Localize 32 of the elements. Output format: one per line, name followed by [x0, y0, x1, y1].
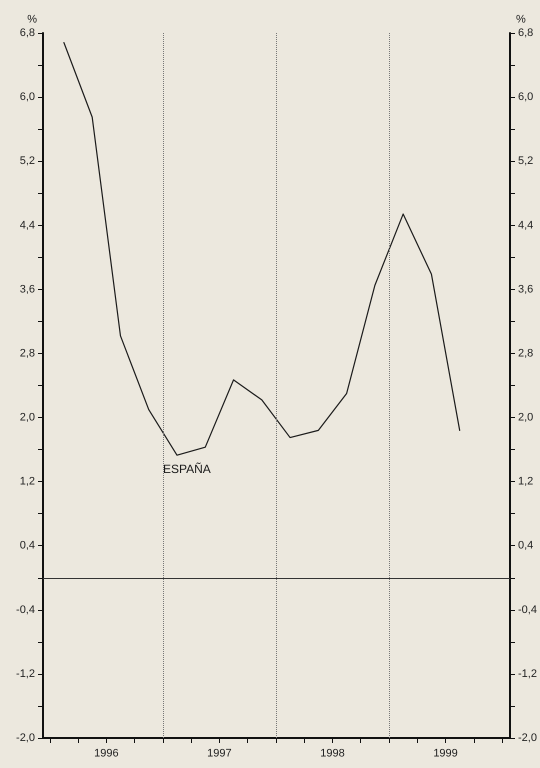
y-tick-label: -1,2 — [16, 668, 35, 680]
y-tick-label: -2,0 — [16, 732, 35, 744]
y-tick-label: 2,8 — [20, 347, 35, 360]
y2-tick-label: -2,0 — [518, 732, 537, 744]
y-tick-label: 1,2 — [20, 476, 35, 488]
y2-tick-label: -0,4 — [518, 604, 537, 616]
line-series — [63, 42, 460, 456]
y2-axis-title: % — [516, 14, 526, 26]
y-axis-title: % — [27, 14, 38, 26]
y-tick-label: 3,6 — [20, 283, 35, 296]
y2-tick-label: 3,6 — [518, 283, 534, 296]
series-label: ESPAÑA — [162, 462, 211, 476]
y-tick-label: 6,0 — [20, 91, 35, 104]
y2-tick-label: 2,8 — [518, 347, 534, 360]
y-tick-label: 6,8 — [20, 27, 35, 39]
x-tick-label: 1996 — [94, 748, 119, 760]
y2-tick-label: 0,4 — [518, 540, 534, 552]
y-tick-label: -0,4 — [16, 604, 35, 616]
y-tick-label: 5,2 — [20, 155, 35, 168]
y2-tick-label: 6,0 — [518, 91, 534, 104]
y2-tick-label: 2,0 — [518, 412, 534, 424]
x-tick-label: 1998 — [320, 748, 345, 760]
y2-tick-label: -1,2 — [518, 668, 537, 680]
y2-tick-label: 5,2 — [518, 155, 534, 168]
y-tick-label: 4,4 — [20, 219, 35, 232]
y2-tick-label: 6,8 — [518, 27, 534, 39]
y2-tick-label: 4,4 — [518, 219, 534, 232]
y-tick-label: 2,0 — [20, 412, 35, 424]
x-tick-label: 1997 — [207, 748, 232, 760]
y-tick-label: 0,4 — [20, 540, 35, 552]
y2-tick-label: 1,2 — [518, 476, 534, 488]
x-tick-label: 1999 — [433, 748, 458, 760]
